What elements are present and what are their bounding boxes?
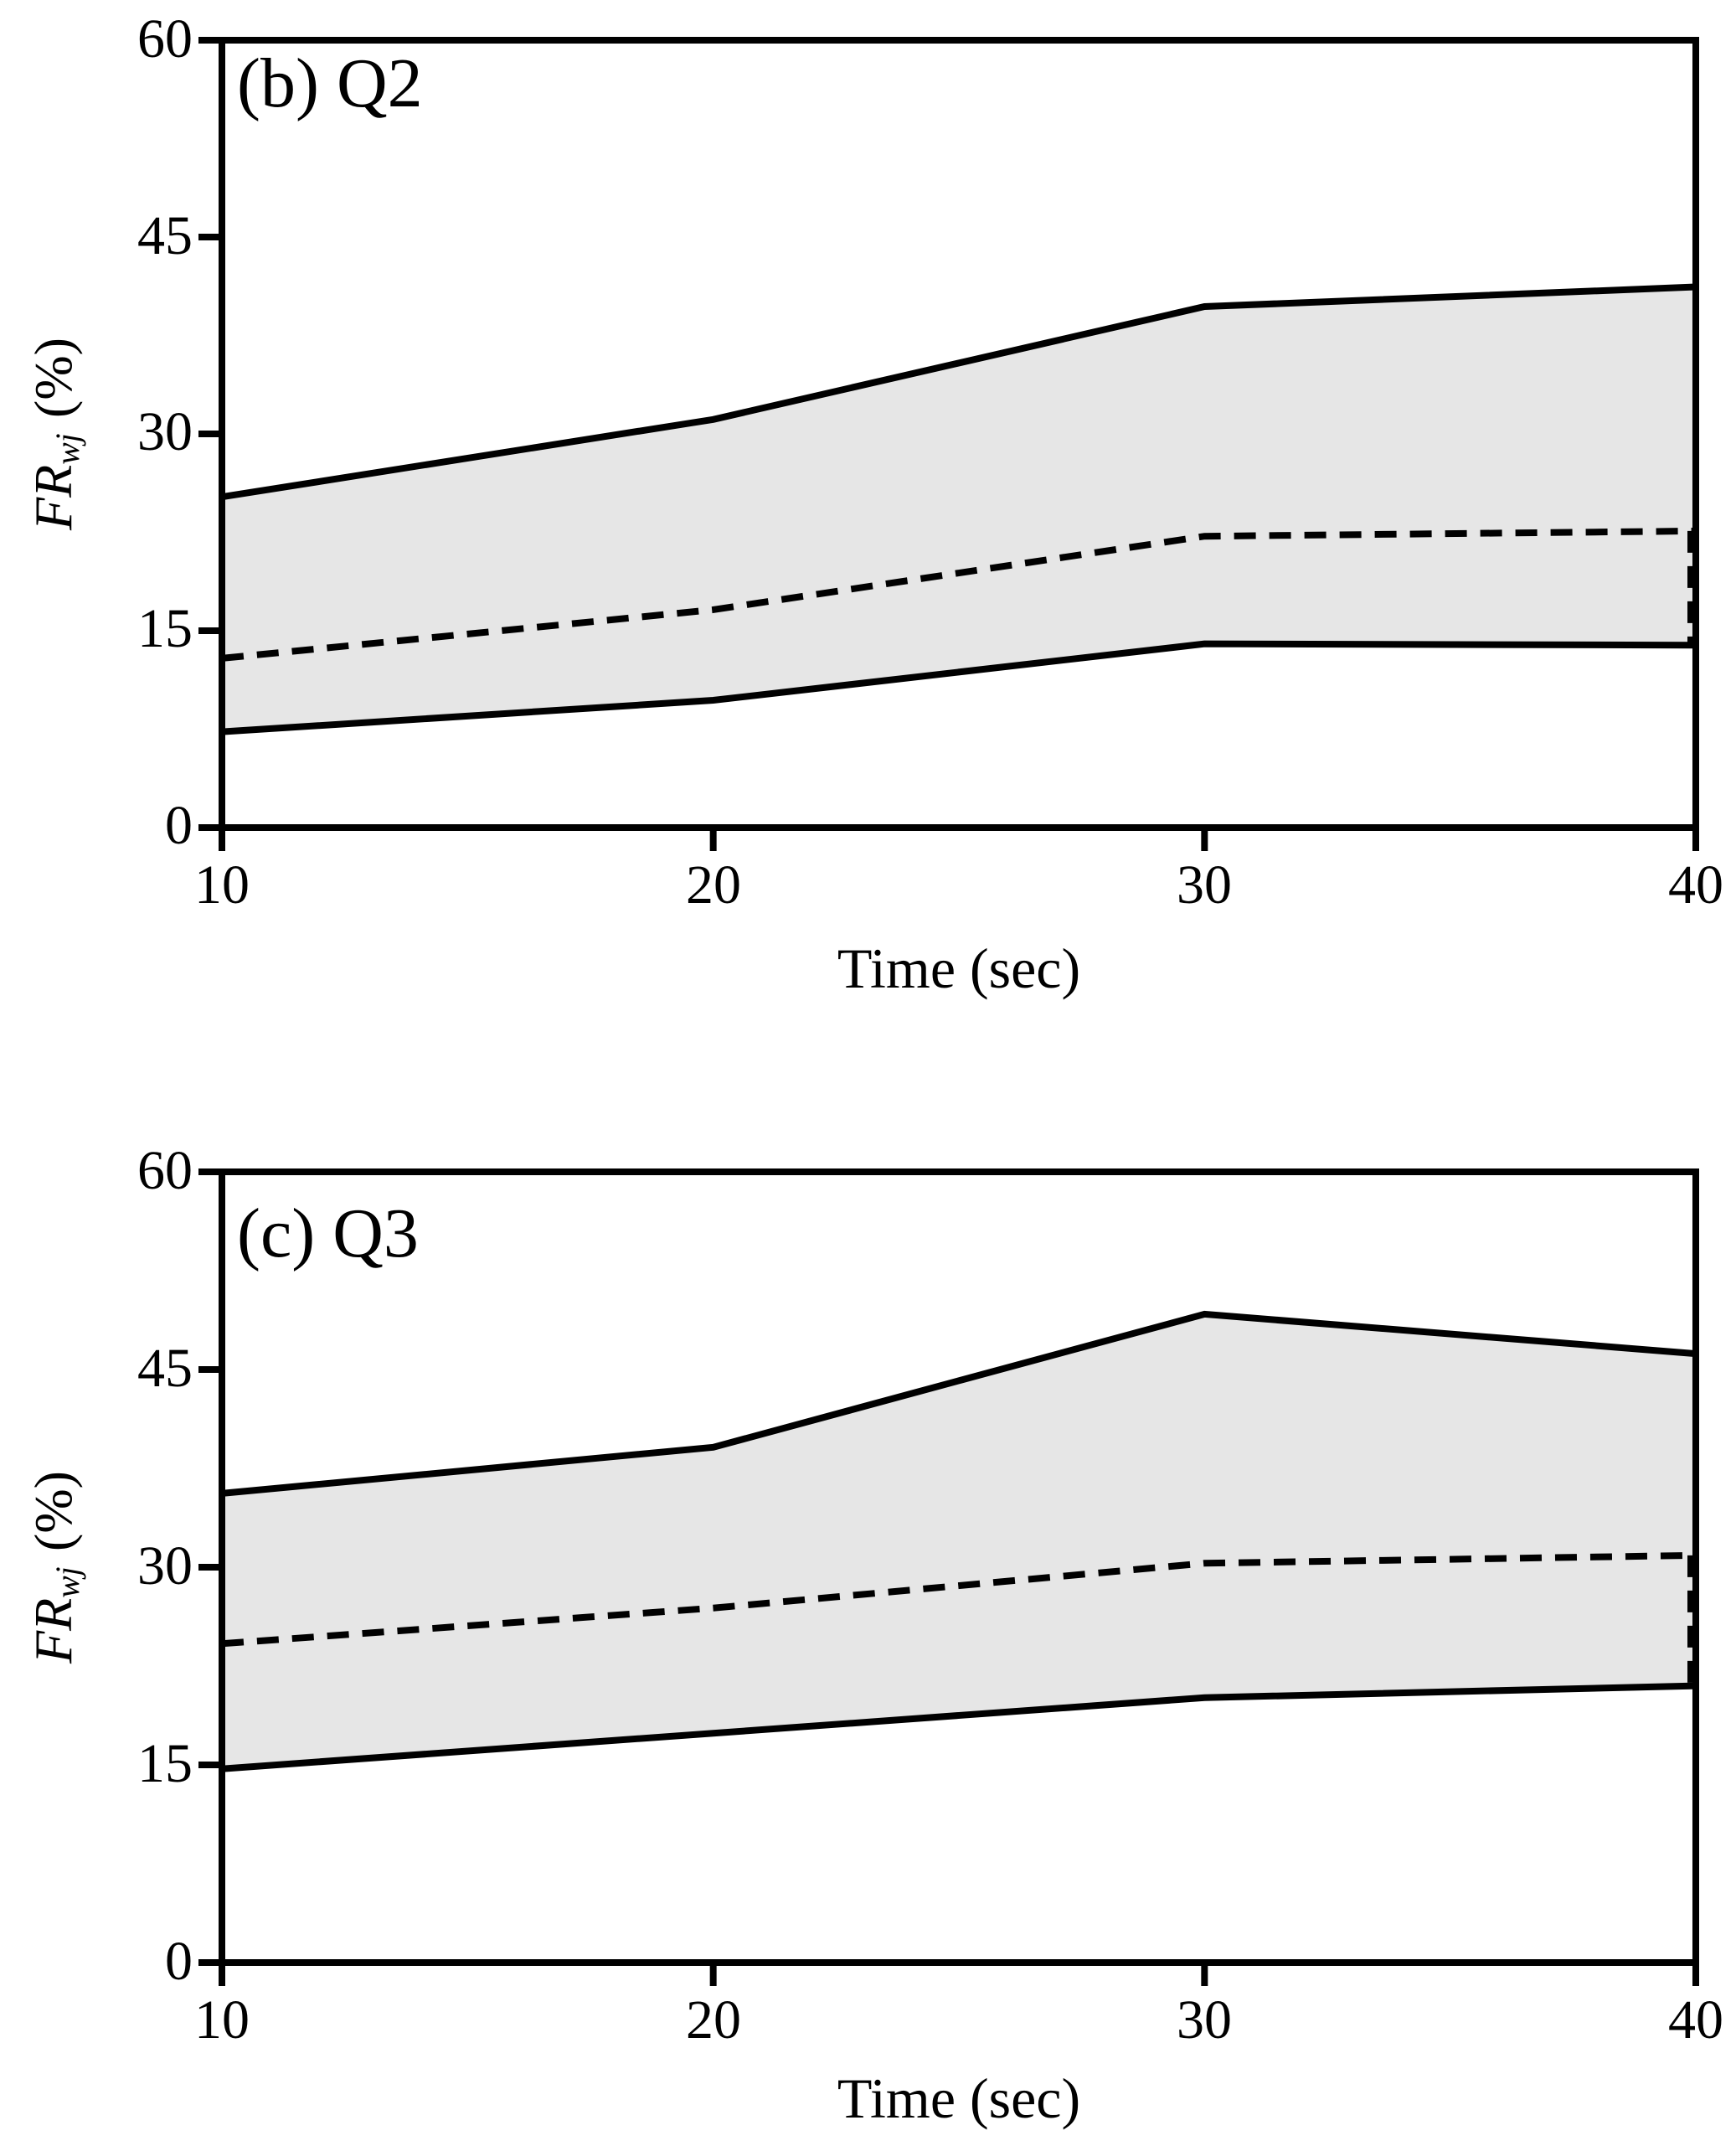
x-tick-label: 20: [686, 854, 741, 916]
x-tick-label: 40: [1668, 854, 1723, 916]
chart-panel-q3: (c) Q3 FRwj (%) 60 45 30 15 0 10 20 30 4…: [0, 1073, 1736, 2146]
y-tick-label: 60: [137, 8, 193, 70]
chart-panel-q2: (b) Q2 FRwj (%) 60 45 30 15 0 10 20 30 4…: [23, 8, 1723, 1000]
lower-bound-line: [221, 640, 1697, 735]
x-axis-label: Time (sec): [837, 2066, 1081, 2130]
x-axis-label: Time (sec): [837, 936, 1081, 1000]
y-tick-label: 30: [137, 401, 193, 462]
confidence-band: [222, 1313, 1696, 1769]
y-tick-label: 45: [137, 1338, 193, 1399]
y-tick-label: 30: [137, 1535, 193, 1597]
confidence-band: [222, 286, 1696, 732]
y-tick-label: 0: [165, 1931, 193, 1992]
lower-bound-line: [221, 1682, 1697, 1772]
y-tick-label: 15: [137, 598, 193, 659]
x-tick-label: 20: [686, 1989, 741, 2051]
chart-canvas-q3: [198, 1168, 1699, 1986]
y-tick-label: 0: [165, 795, 193, 856]
y-tick-label: 15: [137, 1733, 193, 1794]
y-tick-label: 60: [137, 1140, 193, 1201]
x-tick-label: 10: [194, 854, 250, 916]
y-axis-label-symbol: FR: [23, 464, 83, 530]
upper-bound-line: [221, 283, 1697, 501]
x-tick-label: 30: [1177, 1989, 1232, 2051]
y-axis-label-symbol: FR: [23, 1597, 83, 1664]
median-line: [221, 527, 1697, 662]
upper-bound-line: [221, 1310, 1697, 1497]
y-tick-label: 45: [137, 205, 193, 266]
x-tick-label: 40: [1668, 1989, 1723, 2051]
chart-canvas-q2: [198, 37, 1699, 851]
panel-title: (c) Q3: [237, 1194, 419, 1272]
panel-title: (b) Q2: [237, 44, 423, 122]
median-line: [221, 1551, 1697, 1648]
x-tick-label: 30: [1177, 854, 1232, 916]
x-tick-label: 10: [194, 1989, 250, 2051]
